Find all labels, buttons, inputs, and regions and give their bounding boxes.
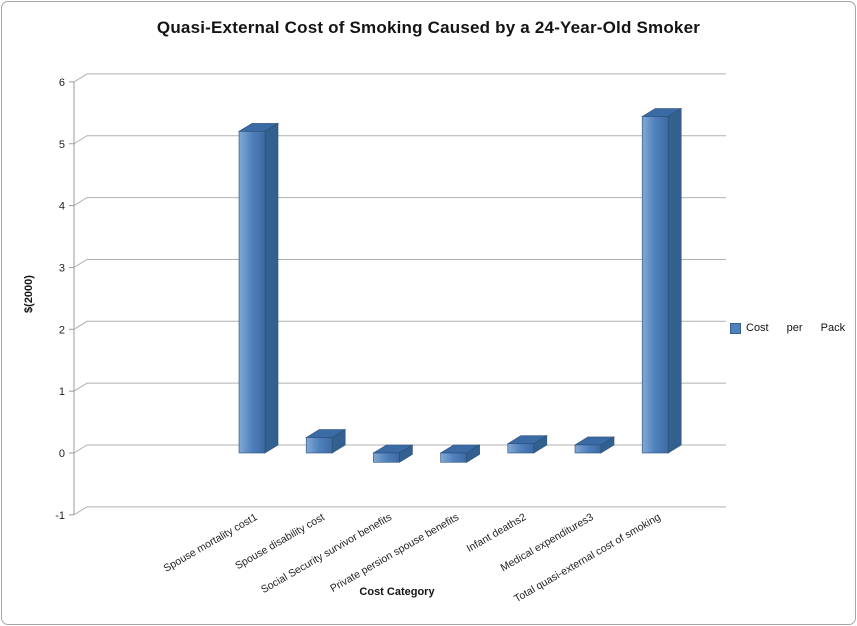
bar-front-face — [305, 437, 333, 454]
bar — [573, 436, 616, 454]
bar — [305, 429, 347, 454]
y-tick-label: 3 — [59, 262, 65, 274]
chart-title: Quasi-External Cost of Smoking Caused by… — [156, 18, 701, 37]
bar-side-face — [264, 122, 279, 454]
bar — [372, 444, 414, 463]
gridline — [73, 73, 726, 83]
bar-side-face — [667, 107, 682, 454]
category-label: Social Security survivor benefits — [259, 511, 394, 596]
bar-front-face — [373, 452, 400, 463]
legend-label: Cost per Pack — [746, 322, 846, 334]
gridline — [73, 506, 726, 516]
gridline — [73, 258, 726, 268]
y-tick-label: -1 — [55, 510, 65, 522]
bars — [237, 107, 683, 463]
legend-swatch-icon — [730, 322, 741, 334]
category-label: Infant deaths2 — [465, 511, 529, 555]
bar-front-face — [574, 444, 602, 454]
bar — [237, 122, 280, 454]
bar-front-face — [238, 131, 266, 454]
y-tick-label: 2 — [59, 324, 65, 336]
y-tick-label: 5 — [59, 139, 65, 151]
y-axis-title: $(2000) — [23, 275, 35, 313]
y-tick-label: 1 — [59, 386, 65, 398]
gridline — [73, 135, 726, 145]
category-label: Private persion spouse benefits — [328, 511, 461, 595]
bar-front-face — [641, 116, 669, 454]
bar — [506, 435, 548, 454]
bar-front-face — [507, 443, 535, 454]
bar — [641, 107, 683, 454]
gridline — [73, 197, 726, 207]
y-axis: 6 5 4 3 2 1 0 -1 — [55, 77, 75, 522]
y-tick-label: 6 — [59, 77, 65, 89]
legend: Cost per Pack — [730, 322, 845, 334]
bar — [439, 444, 481, 463]
y-tick-label: 4 — [59, 201, 65, 213]
x-axis-title: Cost Category — [359, 586, 435, 598]
gridline — [73, 382, 726, 392]
bar-front-face — [440, 452, 467, 463]
gridline — [73, 320, 726, 330]
y-tick-label: 0 — [59, 448, 65, 460]
